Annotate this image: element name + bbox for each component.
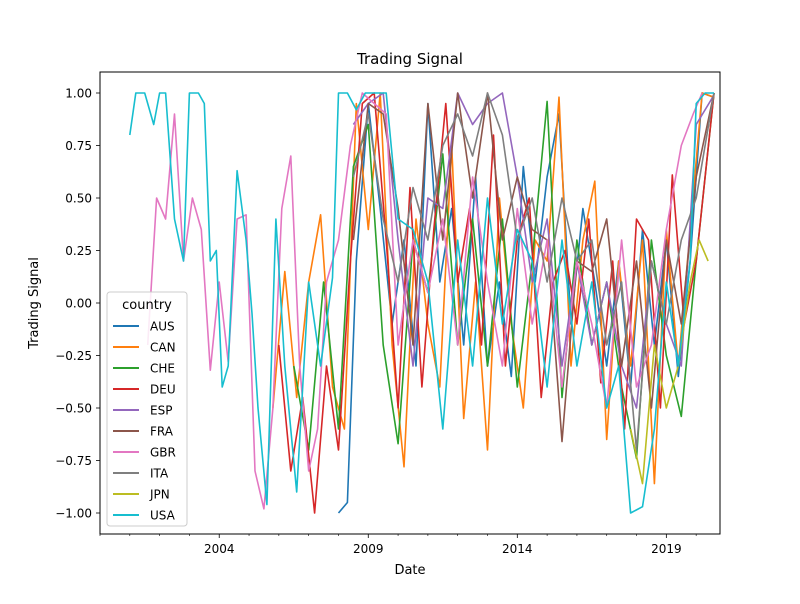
series-line-usa <box>129 92 714 514</box>
legend-label-esp: ESP <box>150 404 172 418</box>
legend-label-fra: FRA <box>150 425 174 439</box>
y-tick-label: 1.00 <box>65 87 92 101</box>
legend-label-jpn: JPN <box>149 488 170 502</box>
y-tick-label: 0.25 <box>65 244 92 258</box>
series-line-aus <box>337 92 715 514</box>
y-axis: 1.00 0.75 0.50 0.25 0.00 −0.25 −0.50 −0.75 −1.00 <box>55 87 100 521</box>
x-axis: 2004 2009 2014 2019 <box>99 534 697 556</box>
series-line-fra <box>352 92 715 443</box>
y-tick-label: 0.00 <box>65 297 92 311</box>
x-tick-label: 2004 <box>204 542 235 556</box>
legend-label-usa: USA <box>150 509 176 523</box>
legend-label-gbr: GBR <box>150 446 176 460</box>
y-tick-label: 0.50 <box>65 192 92 206</box>
x-tick-label: 2009 <box>353 542 384 556</box>
chart-title: Trading Signal <box>356 50 463 68</box>
y-tick-label: −1.00 <box>55 507 92 521</box>
legend-frame <box>106 291 188 527</box>
legend-title: country <box>122 298 172 313</box>
series-line-ita <box>352 92 715 451</box>
y-tick-label: −0.50 <box>55 402 92 416</box>
y-tick-label: −0.75 <box>55 454 92 468</box>
y-tick-label: 0.75 <box>65 139 92 153</box>
series-line-can <box>272 92 715 485</box>
series-layer <box>129 92 715 514</box>
x-axis-label: Date <box>394 563 425 578</box>
legend-label-ita: ITA <box>150 467 169 481</box>
y-axis-label: Trading Signal <box>27 257 42 350</box>
x-tick-label: 2014 <box>502 542 533 556</box>
series-line-jpn <box>629 239 709 485</box>
legend-label-aus: AUS <box>150 320 175 334</box>
x-tick-label: 2019 <box>651 542 682 556</box>
series-line-deu <box>278 92 715 514</box>
y-tick-label: −0.25 <box>55 349 92 363</box>
legend-label-che: CHE <box>150 362 175 376</box>
legend-label-can: CAN <box>150 341 176 355</box>
legend: country AUS CAN CHE DEU ESP FRA GBR ITA JPN USA <box>106 291 188 527</box>
legend-label-deu: DEU <box>150 383 176 397</box>
legend-items: AUS CAN CHE DEU ESP FRA GBR ITA JPN USA <box>113 320 176 523</box>
